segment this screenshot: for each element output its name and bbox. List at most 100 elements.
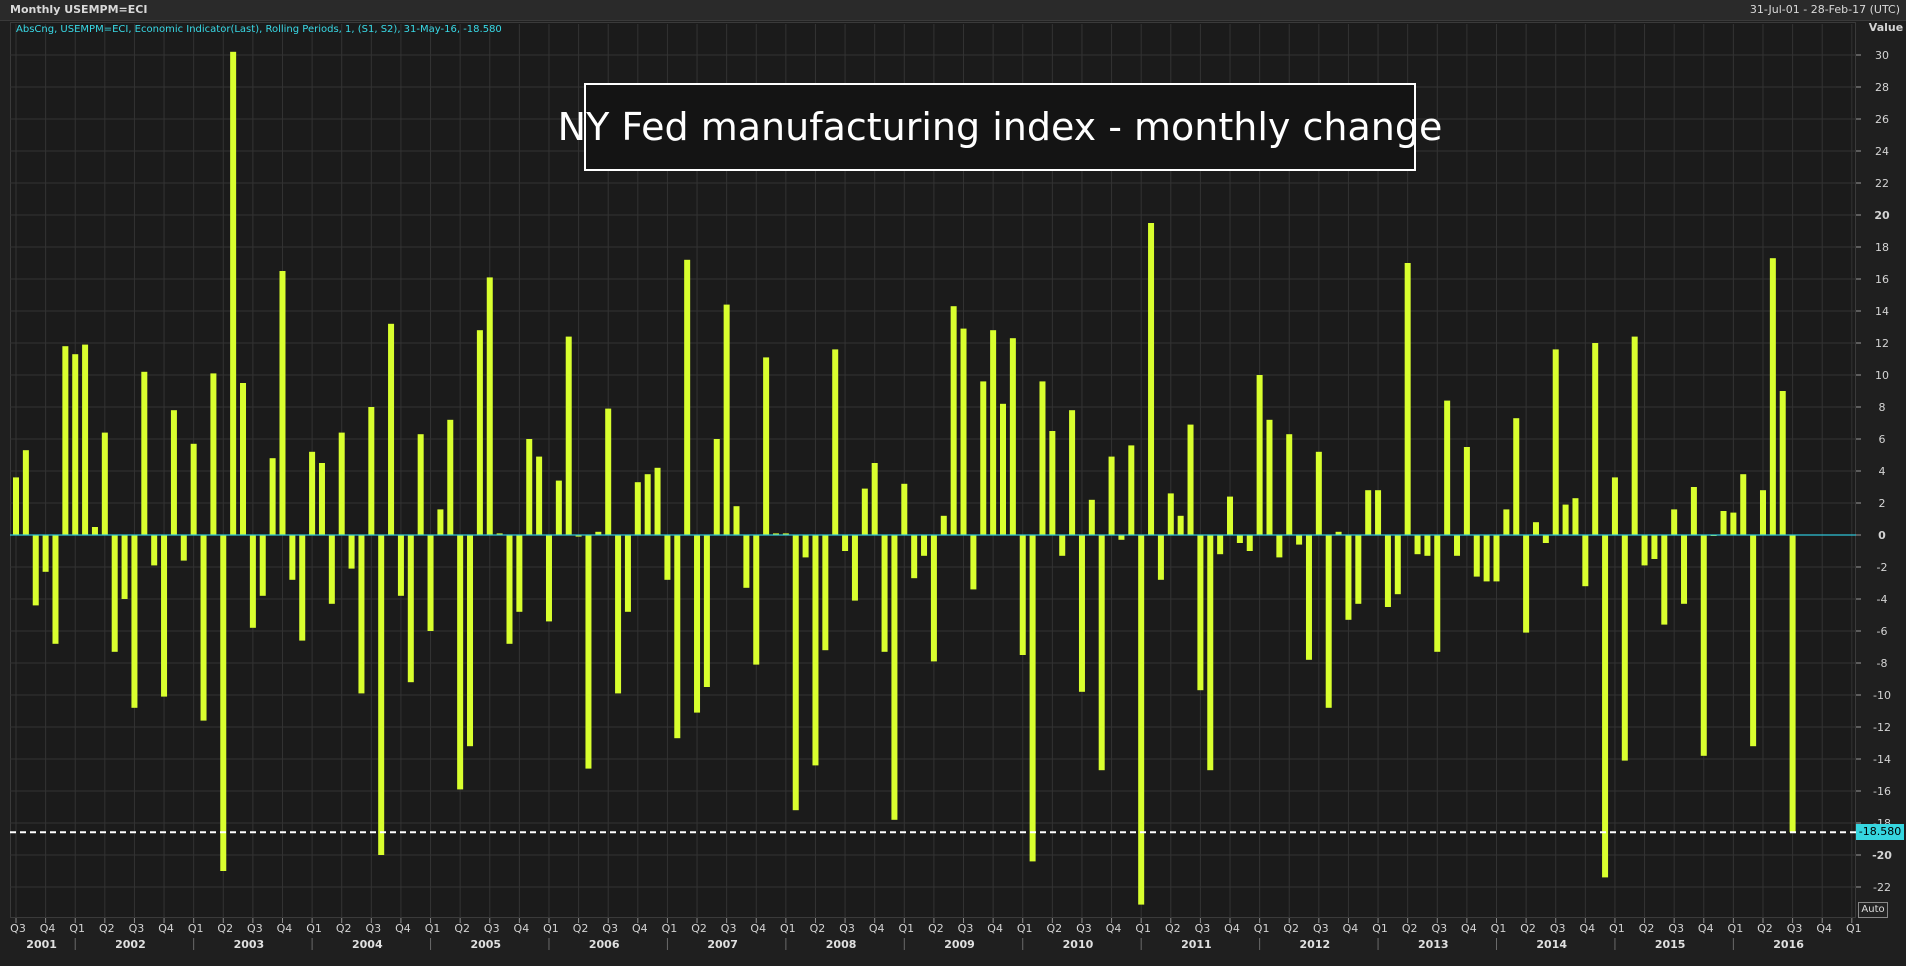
bar	[1207, 535, 1214, 771]
bar	[486, 277, 493, 535]
bar	[891, 535, 898, 820]
bar	[1217, 535, 1224, 555]
quarter-label: Q3	[365, 922, 381, 935]
bar	[1009, 338, 1016, 535]
quarter-label: Q2	[1047, 922, 1063, 935]
bar	[1582, 535, 1589, 587]
bar	[812, 535, 819, 766]
bar	[1789, 535, 1796, 833]
bar	[980, 381, 987, 535]
quarter-label: Q3	[1076, 922, 1092, 935]
bar	[615, 535, 622, 694]
bar	[170, 410, 177, 535]
bar	[101, 432, 108, 535]
bar	[1246, 535, 1253, 551]
reference-lines	[10, 534, 1856, 834]
bar	[713, 439, 720, 535]
y-tick-label: 20	[1874, 209, 1890, 222]
bar	[309, 451, 316, 535]
bar	[585, 535, 592, 769]
bar	[1759, 490, 1766, 535]
auto-scale-button[interactable]: Auto	[1858, 902, 1888, 918]
quarter-label: Q2	[573, 922, 589, 935]
current-value-badge: -18.580	[1856, 824, 1904, 841]
bar	[664, 535, 671, 580]
bar	[161, 535, 168, 697]
year-label: 2010	[1063, 938, 1094, 951]
quarter-label: Q1	[69, 922, 85, 935]
bar	[1700, 535, 1707, 756]
bar	[782, 533, 789, 535]
quarter-label: Q1	[1372, 922, 1388, 935]
bar	[1157, 535, 1164, 580]
quarter-label: Q4	[1816, 922, 1832, 935]
quarter-label: Q3	[10, 922, 26, 935]
bar	[1286, 434, 1293, 535]
quarter-label: Q4	[750, 922, 766, 935]
quarter-label: Q1	[898, 922, 914, 935]
bar	[1631, 336, 1638, 535]
bar	[555, 480, 562, 535]
bar	[269, 458, 276, 535]
bar	[1345, 535, 1352, 620]
bar	[654, 467, 661, 535]
bar	[328, 535, 335, 604]
year-label: 2012	[1300, 938, 1331, 951]
bar	[1305, 535, 1312, 660]
bar	[1059, 535, 1066, 556]
bar	[1463, 447, 1470, 535]
quarter-label: Q4	[1579, 922, 1595, 935]
plot-area[interactable]	[10, 22, 1856, 918]
quarter-label: Q2	[1520, 922, 1536, 935]
quarter-label: Q3	[1668, 922, 1684, 935]
bar	[22, 450, 29, 535]
bar	[743, 535, 750, 588]
bar	[990, 330, 997, 535]
y-tick-label: 18	[1875, 241, 1889, 254]
bar	[644, 474, 651, 535]
y-tick-label: 26	[1875, 113, 1889, 126]
bar	[684, 259, 691, 535]
bar	[52, 535, 59, 644]
year-label: 2008	[826, 938, 857, 951]
quarter-label: Q3	[1787, 922, 1803, 935]
quarter-label: Q2	[454, 922, 470, 935]
bar	[733, 506, 740, 535]
quarter-label: Q4	[1461, 922, 1477, 935]
bar	[1483, 535, 1490, 582]
bar	[42, 535, 49, 572]
bar	[1542, 535, 1549, 543]
y-tick-label: 8	[1879, 401, 1886, 414]
year-label: 2014	[1536, 938, 1567, 951]
bar	[467, 535, 474, 747]
quarter-label: Q4	[1698, 922, 1714, 935]
chart-title: NY Fed manufacturing index - monthly cha…	[558, 83, 1442, 171]
bar	[1562, 504, 1569, 535]
bar	[960, 328, 967, 535]
quarter-label: Q1	[1017, 922, 1033, 935]
bar	[1315, 451, 1322, 535]
year-label: 2007	[707, 938, 738, 951]
y-tick-label: -22	[1873, 881, 1891, 894]
bar	[1394, 535, 1401, 595]
bar	[1384, 535, 1391, 607]
bar	[930, 535, 937, 662]
quarter-label: Q1	[1254, 922, 1270, 935]
quarter-label: Q2	[810, 922, 826, 935]
bar	[72, 354, 79, 535]
bar	[802, 535, 809, 558]
quarter-label: Q4	[277, 922, 293, 935]
y-tick-label: -14	[1873, 753, 1891, 766]
bar	[1128, 445, 1135, 535]
quarter-label: Q4	[1106, 922, 1122, 935]
quarter-label: Q3	[484, 922, 500, 935]
bar	[1227, 496, 1234, 535]
bar	[1661, 535, 1668, 625]
bar	[1098, 535, 1105, 771]
bar	[970, 535, 977, 590]
bar	[950, 306, 957, 535]
quarter-label: Q2	[99, 922, 115, 935]
bar	[1740, 474, 1747, 535]
y-tick-label: -12	[1873, 721, 1891, 734]
bar	[91, 527, 98, 535]
